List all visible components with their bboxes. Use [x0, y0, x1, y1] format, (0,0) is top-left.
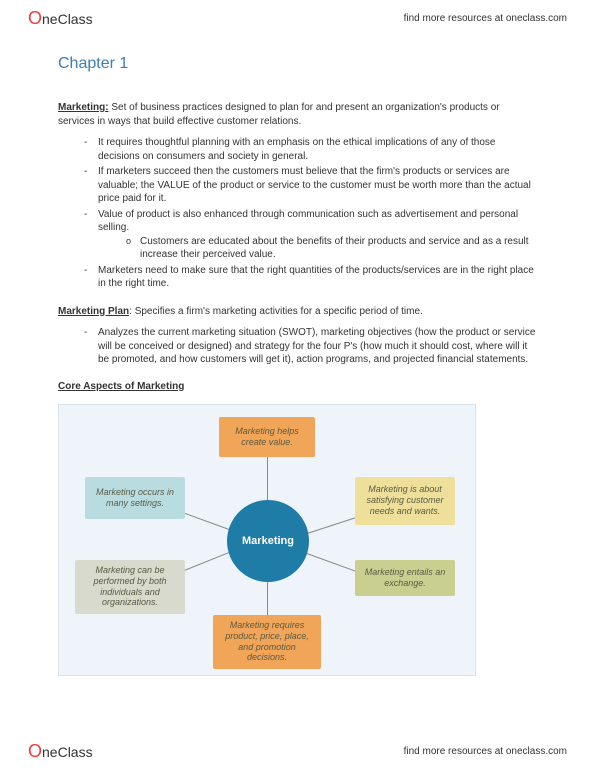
document-body: Chapter 1 Marketing: Set of business pra…: [58, 55, 537, 676]
footer: O neClass find more resources at oneclas…: [0, 733, 595, 770]
marketing-diagram: Marketing Marketing helps create value. …: [58, 404, 476, 676]
term-marketing: Marketing:: [58, 102, 109, 113]
list-item: Value of product is also enhanced throug…: [84, 208, 537, 262]
logo-letter-o: O: [28, 741, 42, 762]
term-marketing-plan-def: : Specifies a firm's marketing activitie…: [129, 306, 423, 317]
plan-bullets: Analyzes the current marketing situation…: [58, 326, 537, 367]
diagram-box-4p: Marketing requires product, price, place…: [213, 615, 321, 669]
connector-line: [307, 553, 358, 572]
connector-line: [178, 510, 229, 529]
diagram-box-individuals: Marketing can be performed by both indiv…: [75, 560, 185, 614]
term-marketing-plan: Marketing Plan: [58, 306, 129, 317]
brand-logo-footer: O neClass: [28, 741, 93, 762]
list-item: It requires thoughtful planning with an …: [84, 136, 537, 163]
tagline: find more resources at oneclass.com: [404, 13, 567, 24]
term-marketing-def: Set of business practices designed to pl…: [58, 102, 500, 127]
marketing-bullets: It requires thoughtful planning with an …: [58, 136, 537, 291]
connector-line: [307, 516, 357, 533]
tagline-footer: find more resources at oneclass.com: [404, 746, 567, 757]
list-item-text: Value of product is also enhanced throug…: [98, 209, 518, 234]
connector-line: [267, 581, 268, 617]
core-aspects-title: Core Aspects of Marketing: [58, 381, 537, 392]
sub-list-item: Customers are educated about the benefit…: [126, 235, 537, 262]
connector-line: [267, 457, 268, 503]
logo-letter-o: O: [28, 8, 42, 29]
diagram-box-settings: Marketing occurs in many settings.: [85, 477, 185, 519]
connector-line: [179, 552, 229, 573]
diagram-hub: Marketing: [227, 500, 309, 582]
diagram-box-exchange: Marketing entails an exchange.: [355, 560, 455, 596]
list-item: Marketers need to make sure that the rig…: [84, 264, 537, 291]
logo-text: neClass: [42, 11, 93, 27]
brand-logo: O neClass: [28, 8, 93, 29]
chapter-title: Chapter 1: [58, 55, 537, 73]
diagram-box-value: Marketing helps create value.: [219, 417, 315, 457]
sub-list: Customers are educated about the benefit…: [98, 235, 537, 262]
marketing-plan-definition: Marketing Plan: Specifies a firm's marke…: [58, 305, 537, 319]
logo-text: neClass: [42, 744, 93, 760]
list-item: If marketers succeed then the customers …: [84, 165, 537, 206]
list-item: Analyzes the current marketing situation…: [84, 326, 537, 367]
marketing-definition: Marketing: Set of business practices des…: [58, 101, 537, 128]
header: O neClass find more resources at oneclas…: [0, 0, 595, 37]
diagram-box-needs: Marketing is about satisfying customer n…: [355, 477, 455, 525]
